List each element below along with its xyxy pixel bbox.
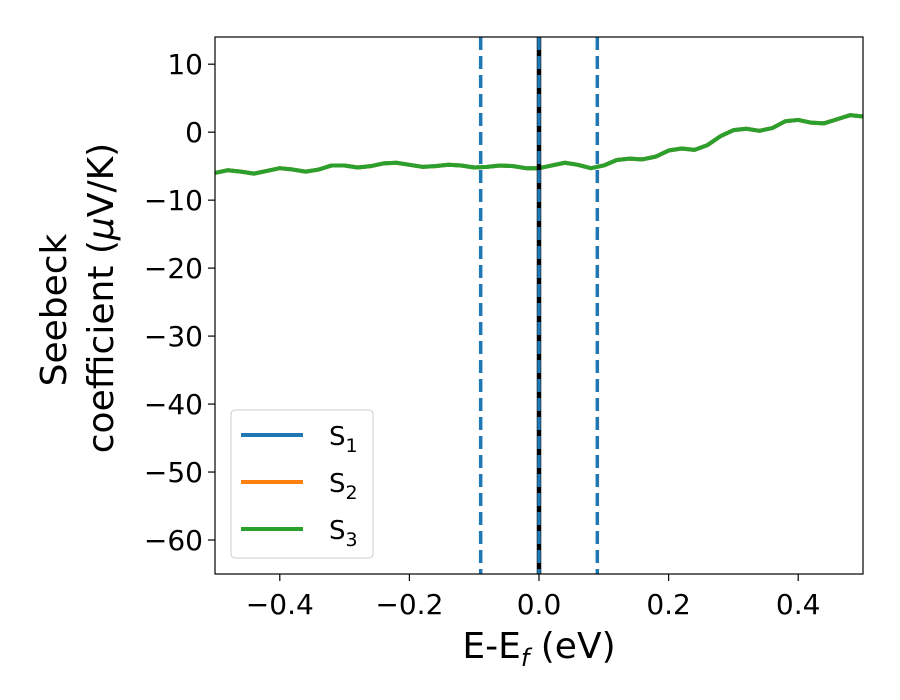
y-tick-label: −40 xyxy=(144,388,203,421)
y-tick-label: 0 xyxy=(185,116,203,149)
legend-items: S1 S2 S3 xyxy=(241,422,358,551)
y-tick-label: −60 xyxy=(144,524,203,557)
y-tick-label: 10 xyxy=(167,48,203,81)
x-tick-label: 0.0 xyxy=(517,588,562,621)
y-tick-label: −30 xyxy=(144,320,203,353)
legend-label-s3: S3 xyxy=(329,516,358,551)
x-tick-label: 0.4 xyxy=(776,588,821,621)
x-axis-title: E-Ef (eV) xyxy=(462,626,615,672)
x-tick-label: −0.2 xyxy=(375,588,443,621)
legend-label-s2: S2 xyxy=(329,469,358,504)
legend-label-s1: S1 xyxy=(329,422,358,457)
y-tick-label: −50 xyxy=(144,456,203,489)
y-axis-title-line1: Seebeck xyxy=(34,233,75,386)
legend: S1 S2 S3 xyxy=(230,409,374,559)
plot-area xyxy=(215,37,863,574)
x-tick-label: −0.4 xyxy=(246,588,314,621)
axis-ticks: −0.4 −0.2 0.0 0.2 0.4 10 0 −10 −20 −30 −40 −50 −60 xyxy=(144,48,821,621)
y-tick-label: −10 xyxy=(144,184,203,217)
x-tick-label: 0.2 xyxy=(646,588,691,621)
y-axis-title-line2: coefficient (μV/K) xyxy=(81,143,122,453)
y-tick-label: −20 xyxy=(144,252,203,285)
